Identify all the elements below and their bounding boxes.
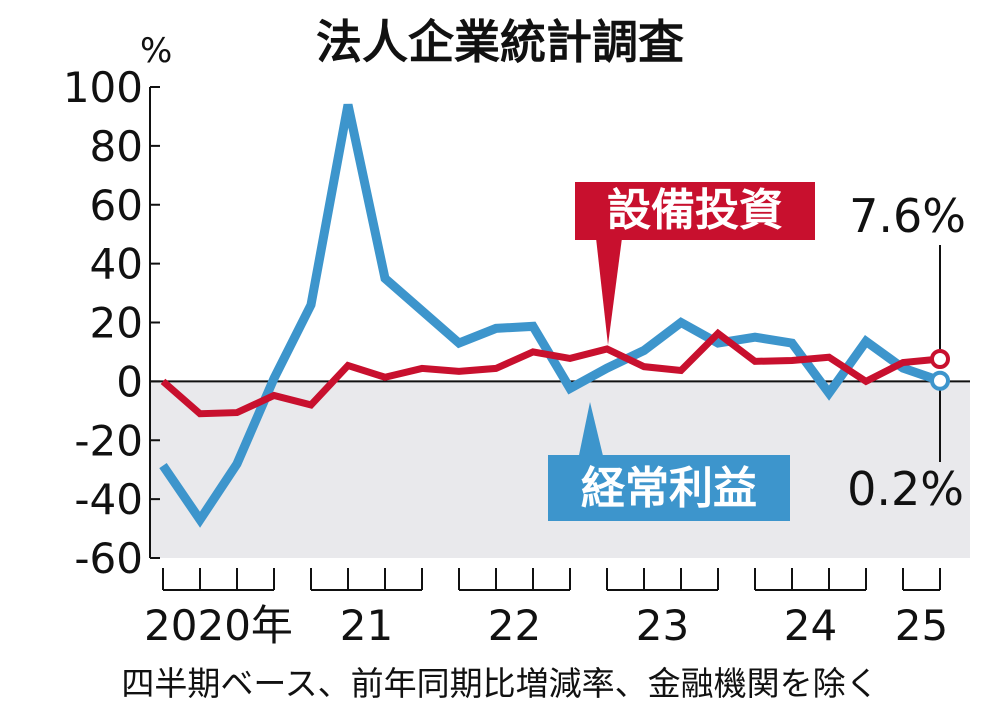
x-tick-label: 24 [784, 601, 837, 650]
y-tick-label: -20 [74, 416, 143, 465]
pointer [578, 402, 604, 460]
end-marker [930, 349, 950, 370]
note: 四半期ベース、前年同期比増減率、金融機関を除く [121, 664, 878, 703]
y-tick-label: 0 [116, 357, 143, 406]
x-tick-label: 21 [340, 601, 393, 650]
x-tick-label: 22 [488, 601, 541, 650]
y-tick-label: 100 [63, 63, 143, 112]
y-tick-label: -60 [74, 534, 143, 583]
x-tick-label: 23 [636, 601, 689, 650]
y-tick-label: 80 [90, 122, 143, 171]
legend-label: 経常利益 [581, 463, 757, 514]
end-marker [930, 370, 950, 391]
legend-box [548, 455, 790, 521]
legend: 設備投資 経常利益 [548, 182, 815, 521]
legend-label: 設備投資 [607, 185, 783, 236]
chart-title: 法人企業統計調査 [316, 15, 684, 69]
x-tick-label: 25 [895, 601, 948, 650]
series-line [160, 328, 941, 418]
y-tick-label: -40 [74, 475, 143, 524]
x-tick-label: 2020年 [144, 601, 293, 650]
legend-box [575, 182, 815, 240]
end-label: 7.6% [849, 189, 966, 243]
y-tick-label: 40 [90, 240, 143, 289]
y-unit: % [140, 31, 172, 71]
end-label: 0.2% [847, 462, 964, 516]
y-tick-label: 60 [90, 181, 143, 230]
pointer [596, 238, 622, 345]
y-tick-label: 20 [90, 299, 143, 348]
